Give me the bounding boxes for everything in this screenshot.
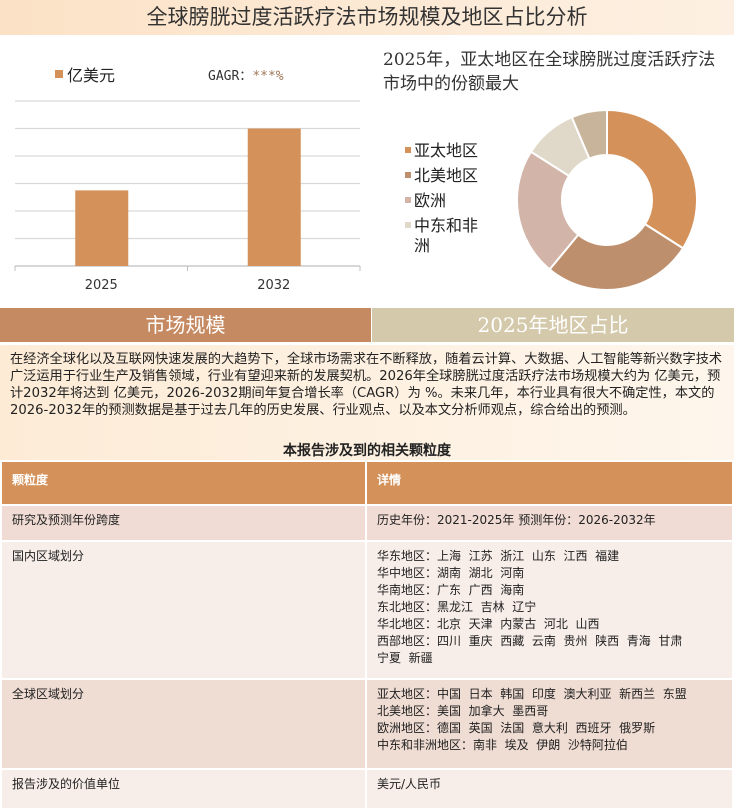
donut-slice-欧洲: [516, 150, 580, 271]
pie-legend-item: 北美地区: [405, 161, 485, 186]
table-row: 研究及预测年份跨度 历史年份：2021-2025年 预测年份：2026-2032年: [0, 504, 734, 542]
row-key: 全球区域划分: [0, 678, 367, 770]
cagr-text: GAGR：: [208, 69, 253, 84]
pie-legend-item: 欧洲: [405, 186, 485, 211]
detail-line: 欧洲地区：德国 英国 法国 意大利 西班牙 俄罗斯: [377, 721, 656, 735]
detail-line: 华东地区：上海 江苏 浙江 山东 江西 福建: [377, 549, 620, 563]
detail-line: 西部地区：四川 重庆 西藏 云南 贵州 陕西 青海 甘肃: [377, 634, 683, 648]
bar-2032: [247, 128, 301, 266]
section-region-share: 2025年地区占比: [372, 308, 734, 342]
detail-line: 亚太地区：中国 日本 韩国 印度 澳大利亚 新西兰 东盟: [377, 687, 687, 701]
legend-label: 中东和非洲: [414, 216, 479, 255]
detail-line: 历史年份：2021-2025年 预测年份：2026-2032年: [377, 513, 656, 527]
legend-swatch: [55, 70, 63, 78]
detail-line: 华北地区：北京 天津 内蒙古 河北 山西: [377, 617, 600, 631]
row-details: 华东地区：上海 江苏 浙江 山东 江西 福建 华中地区：湖南 湖北 河南 华南地区：…: [365, 540, 734, 680]
detail-line: 中东和非洲地区：南非 埃及 伊朗 沙特阿拉伯: [377, 738, 628, 752]
header-granularity: 颗粒度: [0, 460, 367, 506]
legend-label: 亚太地区: [414, 141, 479, 160]
pie-title: 2025年，亚太地区在全球膀胱过度活跃疗法市场中的份额最大: [383, 50, 716, 94]
table-title: 本报告涉及到的相关颗粒度: [283, 443, 451, 459]
table-row: 国内区域划分 华东地区：上海 江苏 浙江 山东 江西 福建 华中地区：湖南 湖北 河…: [0, 540, 734, 680]
bar-2025: [75, 190, 129, 266]
row-key: 国内区域划分: [0, 540, 367, 680]
cagr-value: ***%: [252, 69, 284, 84]
cagr-label: GAGR：***%: [208, 65, 284, 84]
pie-legend-item: 亚太地区: [405, 136, 485, 161]
x-tick-label: 2025: [85, 278, 118, 293]
row-key: 报告涉及的价值单位: [0, 768, 367, 810]
detail-line: 宁夏 新疆: [377, 651, 433, 665]
detail-line: 华中地区：湖南 湖北 河南: [377, 566, 525, 580]
legend-swatch: [405, 147, 411, 153]
donut-slice-北美地区: [548, 222, 685, 290]
legend-label: 亿美元: [67, 66, 116, 85]
page-title: 全球膀胱过度活跃疗法市场规模及地区占比分析: [0, 0, 734, 35]
x-tick-label: 2032: [257, 278, 290, 293]
bar-chart: 2025 2032: [14, 100, 361, 293]
section-market-size: 市场规模: [0, 308, 371, 342]
legend-swatch: [405, 172, 411, 178]
pie-legend-item: 中东和非洲: [405, 211, 485, 256]
detail-line: 东北地区：黑龙江 吉林 辽宁: [377, 600, 537, 614]
donut-chart: [516, 108, 698, 290]
row-details: 历史年份：2021-2025年 预测年份：2026-2032年: [365, 504, 734, 542]
row-details: 亚太地区：中国 日本 韩国 印度 澳大利亚 新西兰 东盟 北美地区：美国 加拿大 …: [365, 678, 734, 770]
table-row: 全球区域划分 亚太地区：中国 日本 韩国 印度 澳大利亚 新西兰 东盟 北美地区：美…: [0, 678, 734, 770]
detail-line: 北美地区：美国 加拿大 墨西哥: [377, 704, 549, 718]
donut-slice-other: [570, 108, 608, 160]
granularity-table: 颗粒度 详情 研究及预测年份跨度 历史年份：2021-2025年 预测年份：2026…: [0, 460, 734, 810]
detail-line: 美元/人民币: [377, 777, 442, 791]
legend-label: 北美地区: [414, 166, 479, 185]
donut-slice-亚太地区: [606, 108, 698, 250]
bar-legend: 亿美元: [55, 62, 115, 86]
row-key: 研究及预测年份跨度: [0, 504, 367, 542]
header-details: 详情: [365, 460, 734, 506]
legend-swatch: [405, 197, 411, 203]
row-details: 美元/人民币: [365, 768, 734, 810]
legend-label: 欧洲: [414, 191, 447, 210]
intro-paragraph: 在经济全球化以及互联网快速发展的大趋势下，全球市场需求在不断释放，随着云计算、大…: [0, 345, 734, 462]
table-row: 报告涉及的价值单位 美元/人民币: [0, 768, 734, 810]
detail-line: 华南地区：广东 广西 海南: [377, 583, 525, 597]
legend-swatch: [405, 222, 411, 228]
pie-legend: 亚太地区北美地区欧洲中东和非洲: [405, 136, 485, 256]
